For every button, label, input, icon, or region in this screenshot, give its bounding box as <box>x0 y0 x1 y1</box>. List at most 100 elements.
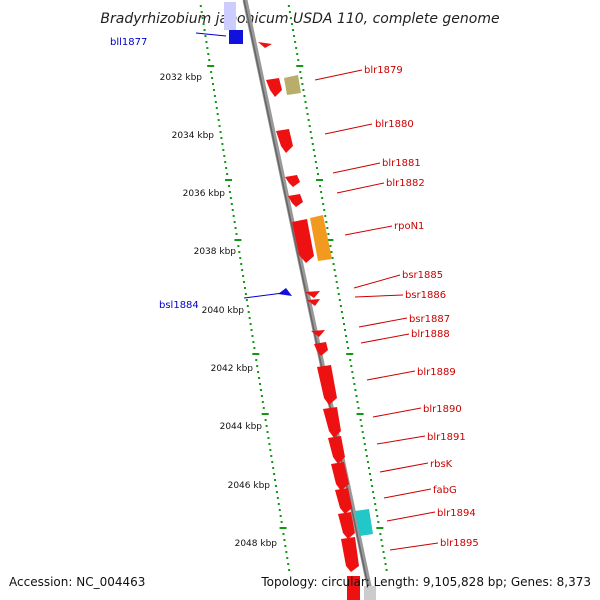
left-tick <box>246 305 249 307</box>
gene-bll1877[interactable] <box>229 30 243 44</box>
gene-label[interactable]: blr1890 <box>423 404 462 415</box>
left-tick <box>238 251 241 253</box>
gene-blr1882[interactable] <box>288 194 303 207</box>
gene-label[interactable]: blr1889 <box>417 367 456 378</box>
right-tick <box>341 317 344 319</box>
gene-label[interactable]: blr1891 <box>427 432 466 443</box>
left-tick <box>270 455 273 457</box>
right-tick <box>305 107 308 109</box>
right-tick <box>293 35 296 37</box>
gene-bsr1885[interactable] <box>305 291 320 298</box>
gene-label[interactable]: rpoN1 <box>394 221 424 232</box>
gene-label[interactable]: bsr1887 <box>409 314 450 325</box>
gene-labels: bll1877 bsl1884 blr1879 blr1880 blr1881 … <box>110 37 479 549</box>
gene-blr1880[interactable] <box>276 129 293 153</box>
kbp-label: 2032 kbp <box>160 73 203 83</box>
left-tick <box>222 149 225 151</box>
left-tick <box>207 53 210 55</box>
right-tick <box>326 227 329 229</box>
gene-label[interactable]: blr1894 <box>437 508 476 519</box>
left-tick <box>199 5 202 7</box>
gene-rpoN1[interactable] <box>310 215 332 261</box>
right-tick <box>340 311 343 313</box>
right-tick <box>359 419 362 421</box>
gene-label[interactable]: blr1879 <box>364 65 403 76</box>
left-tick <box>277 503 280 505</box>
right-tick <box>353 383 356 385</box>
left-tick <box>216 113 219 115</box>
left-tick <box>280 521 283 523</box>
left-tick <box>210 71 213 73</box>
gene-blr1890[interactable] <box>323 407 341 438</box>
left-tick <box>225 179 233 181</box>
right-tick <box>300 77 303 79</box>
gene-blr1891[interactable] <box>328 436 345 464</box>
gene-bsr1886[interactable] <box>307 299 320 306</box>
gene-blr1878[interactable] <box>266 78 282 97</box>
gene-blr1894-a[interactable] <box>338 512 355 539</box>
right-tick <box>366 461 369 463</box>
gene-label[interactable]: bsr1885 <box>402 270 443 281</box>
right-tick <box>327 233 330 235</box>
right-tick <box>322 203 325 205</box>
right-tick <box>374 503 377 505</box>
gene-label[interactable]: blr1895 <box>440 538 479 549</box>
right-tick <box>346 353 354 355</box>
right-tick <box>332 263 335 265</box>
left-tick <box>273 473 276 475</box>
left-tick <box>278 509 281 511</box>
gene-label[interactable]: bsl1884 <box>159 300 199 311</box>
gene-blr1888[interactable] <box>314 342 328 356</box>
left-tick <box>252 341 255 343</box>
gene-partial-bottom[interactable] <box>347 576 360 600</box>
gene-blr1881[interactable] <box>285 175 300 187</box>
right-tick <box>308 125 311 127</box>
left-tick <box>274 485 277 487</box>
gene-label[interactable]: rbsK <box>430 459 453 470</box>
gene-label[interactable]: blr1888 <box>411 329 450 340</box>
gene-label[interactable]: blr1880 <box>375 119 414 130</box>
gene-label[interactable]: bll1877 <box>110 37 147 48</box>
gene-bsr1887[interactable] <box>311 330 325 337</box>
gene-label[interactable]: fabG <box>433 485 457 496</box>
gene-blr1889[interactable] <box>317 365 337 405</box>
gene-blr1895[interactable] <box>341 537 359 572</box>
right-tick <box>315 167 318 169</box>
gene-label[interactable]: blr1882 <box>386 178 425 189</box>
gene-partial-grey[interactable] <box>364 586 376 600</box>
right-tick <box>356 413 364 415</box>
gene-label[interactable]: bsr1886 <box>405 290 446 301</box>
left-tick <box>285 551 288 553</box>
right-tick <box>314 161 317 163</box>
right-tick <box>377 521 380 523</box>
left-tick <box>244 293 247 295</box>
left-tick <box>224 161 227 163</box>
right-tick <box>321 197 324 199</box>
right-tick <box>351 371 354 373</box>
gene-blr1879[interactable] <box>284 75 301 95</box>
left-tick <box>241 269 244 271</box>
left-tick <box>231 209 234 211</box>
kbp-label: 2040 kbp <box>202 306 245 316</box>
gene-blr1894[interactable] <box>355 509 373 536</box>
gene-small-arrow[interactable] <box>258 42 272 48</box>
right-tick <box>326 239 334 241</box>
right-tick <box>329 245 332 247</box>
right-tick <box>360 425 363 427</box>
right-tick <box>325 221 328 223</box>
left-tick <box>276 497 279 499</box>
left-tick <box>265 425 268 427</box>
right-tick <box>368 473 371 475</box>
gene-label[interactable]: blr1881 <box>382 158 421 169</box>
gene-bsl1884[interactable] <box>278 288 292 296</box>
right-tick <box>345 335 348 337</box>
left-tick <box>266 431 269 433</box>
right-tick <box>316 179 324 181</box>
right-tick <box>324 215 327 217</box>
accession-text: Accession: NC_004463 <box>9 575 145 589</box>
gene-rbsK[interactable] <box>331 462 349 491</box>
gene-fabG[interactable] <box>335 488 352 514</box>
gene-bll1877-shadow[interactable] <box>224 2 236 30</box>
gene-blr1883[interactable] <box>292 219 314 263</box>
